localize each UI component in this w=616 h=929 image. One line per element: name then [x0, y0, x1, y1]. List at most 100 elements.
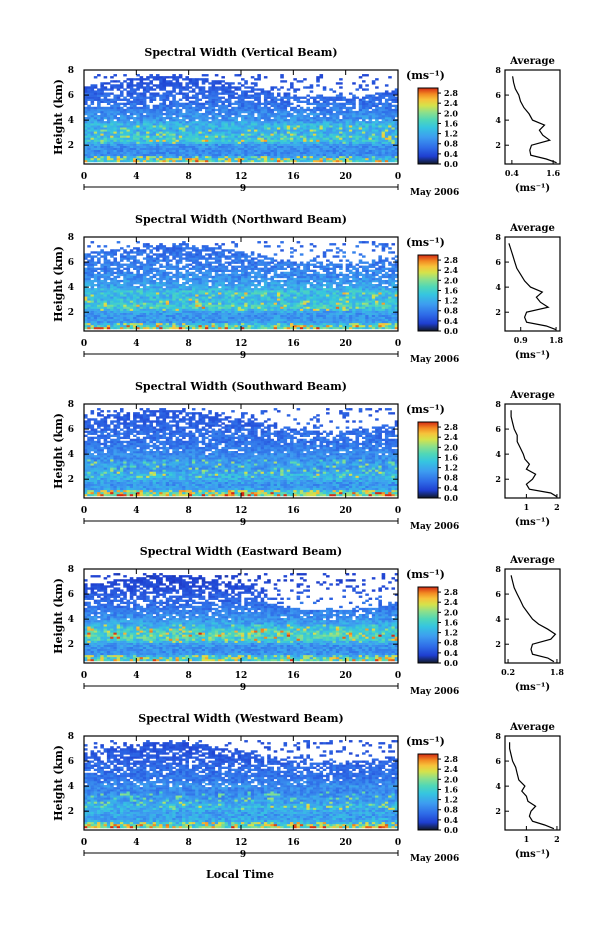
heatmap-cell [365, 114, 369, 118]
heatmap-cell [208, 117, 212, 120]
heatmap-cell [303, 110, 307, 114]
heatmap-cell [185, 129, 189, 132]
heatmap-cell [129, 108, 134, 112]
heatmap-cell [309, 129, 314, 132]
heatmap-cell [175, 300, 180, 303]
heatmap-cell [257, 88, 261, 91]
heatmap-cell [90, 159, 95, 163]
heatmap-cell [244, 110, 248, 114]
heatmap-cell [123, 98, 127, 101]
heatmap-cell [365, 149, 369, 153]
heatmap-cell [182, 153, 186, 157]
heatmap-cell [280, 145, 284, 148]
heatmap-cell [257, 108, 261, 112]
heatmap-cell [162, 127, 167, 130]
heatmap-cell [322, 114, 327, 118]
heatmap-cell [339, 157, 343, 161]
heatmap-cell [358, 106, 363, 110]
heatmap-cell [129, 290, 134, 293]
heatmap-cell [172, 90, 176, 93]
heatmap-cell [162, 151, 167, 155]
heatmap-cell [218, 121, 222, 124]
heatmap-cell [211, 302, 216, 305]
heatmap-cell [371, 110, 376, 114]
heatmap-cell [237, 88, 242, 91]
heatmap-cell [201, 255, 206, 258]
heatmap-cell [348, 153, 353, 157]
heatmap-cell [237, 108, 242, 112]
heatmap-cell [348, 149, 353, 153]
heatmap-cell [342, 96, 346, 99]
heatmap-cell [155, 247, 160, 250]
heatmap-cell [293, 121, 297, 124]
heatmap-cell [149, 114, 153, 118]
heatmap-cell [185, 288, 189, 291]
heatmap-cell [178, 155, 183, 159]
heatmap-cell [93, 322, 98, 326]
heatmap-cell [257, 127, 261, 130]
heatmap-cell [224, 117, 229, 120]
heatmap-cell [136, 100, 140, 103]
heatmap-cell [169, 153, 173, 157]
heatmap-cell [218, 324, 222, 328]
heatmap-cell [136, 249, 140, 252]
heatmap-cell [110, 125, 114, 128]
heatmap-cell [195, 296, 199, 299]
heatmap-cell [263, 76, 268, 79]
heatmap-cell [90, 259, 95, 262]
heatmap-cell [371, 100, 376, 103]
heatmap-cell [136, 112, 140, 116]
heatmap-cell [218, 112, 222, 116]
heatmap-cell [126, 121, 131, 124]
heatmap-cell [185, 245, 189, 248]
heatmap-cell [185, 112, 189, 116]
heatmap-cell [322, 143, 327, 146]
heatmap-cell [129, 147, 134, 150]
heatmap-cell [198, 249, 203, 252]
heatmap-cell [84, 316, 88, 320]
heatmap-cell [208, 257, 212, 260]
heatmap-cell [201, 114, 206, 118]
heatmap-cell [244, 94, 248, 97]
heatmap-cell [126, 324, 131, 328]
heatmap-cell [103, 106, 108, 110]
heatmap-cell [375, 131, 379, 134]
heatmap-cell [162, 129, 167, 132]
heatmap-cell [221, 80, 225, 83]
heatmap-cell [286, 153, 291, 157]
heatmap-cell [162, 310, 167, 313]
heatmap-cell [208, 110, 212, 114]
heatmap-cell [224, 104, 229, 108]
heatmap-cell [175, 324, 180, 328]
heatmap-cell [214, 155, 219, 159]
heatmap-cell [113, 322, 118, 326]
heatmap-cell [182, 96, 186, 99]
heatmap-cell [299, 114, 304, 118]
heatmap-cell [195, 137, 199, 140]
heatmap-cell [169, 94, 173, 97]
heatmap-cell [116, 279, 121, 283]
heatmap-cell [211, 143, 216, 146]
heatmap-cell [201, 90, 206, 93]
heatmap-cell [205, 286, 209, 289]
heatmap-cell [93, 127, 98, 130]
heatmap-cell [270, 86, 275, 89]
heatmap-cell [191, 129, 196, 132]
heatmap-cell [84, 139, 88, 142]
heatmap-cell [286, 119, 291, 122]
heatmap-cell [234, 153, 239, 157]
heatmap-cell [119, 318, 124, 322]
heatmap-cell [208, 288, 212, 291]
heatmap-cell [84, 290, 88, 293]
heatmap-cell [175, 141, 180, 144]
heatmap-cell [100, 304, 104, 307]
heatmap-cell [198, 269, 203, 273]
heatmap-cell [342, 149, 346, 153]
heatmap-cell [119, 145, 124, 148]
heatmap-cell [322, 147, 327, 150]
heatmap-cell [152, 324, 157, 328]
heatmap-cell [87, 137, 91, 140]
heatmap-cell [129, 320, 134, 324]
heatmap-cell [142, 267, 147, 270]
heatmap-cell [162, 247, 167, 250]
